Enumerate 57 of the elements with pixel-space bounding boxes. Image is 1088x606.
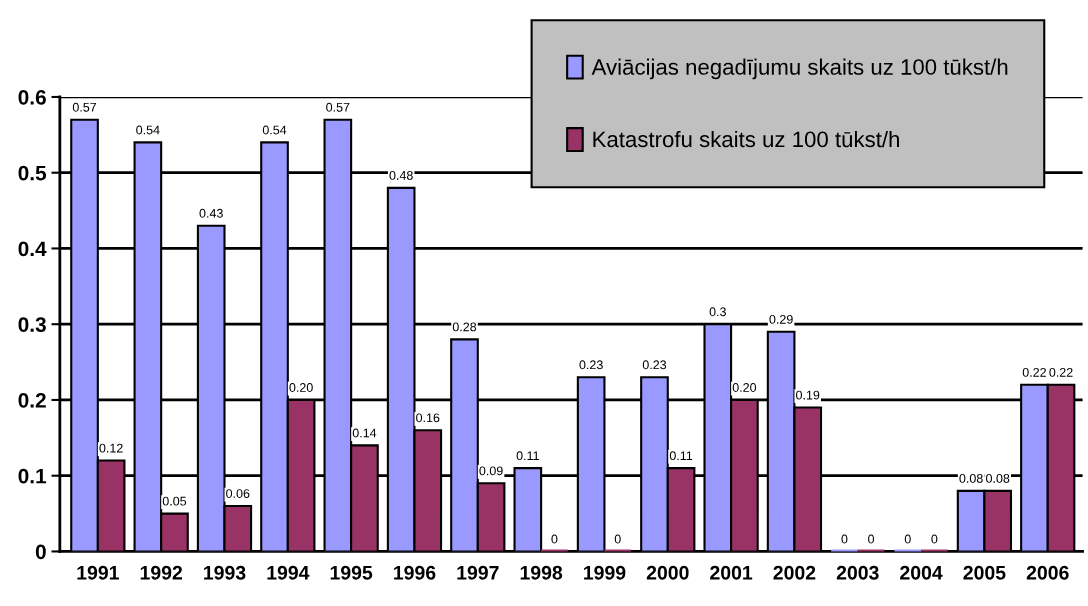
data-label: 0.54 xyxy=(136,125,160,135)
data-label: 0.22 xyxy=(1022,367,1046,377)
x-tick-label: 1994 xyxy=(267,565,310,580)
data-label: 0.19 xyxy=(796,390,820,400)
data-label: 0.11 xyxy=(669,451,693,461)
y-tick-label: 0.5 xyxy=(18,165,47,181)
data-label: 0.05 xyxy=(162,496,187,506)
data-label: 0.43 xyxy=(199,208,223,218)
x-tick-label: 2002 xyxy=(773,565,816,580)
data-label: 0.29 xyxy=(769,314,793,324)
y-tick-label: 0.4 xyxy=(18,241,47,257)
x-tick-label: 2000 xyxy=(646,565,689,580)
data-label: 0.23 xyxy=(579,360,603,370)
data-label: 0.57 xyxy=(72,102,97,112)
x-tick-label: 2001 xyxy=(710,565,753,580)
y-tick-label: 0.2 xyxy=(18,392,46,408)
y-tick-label: 0.6 xyxy=(18,89,46,105)
x-tick-label: 2004 xyxy=(900,565,943,580)
data-label: 0.08 xyxy=(986,473,1010,483)
y-tick-label: 0.3 xyxy=(18,317,46,332)
data-label: 0.08 xyxy=(959,473,983,483)
x-tick-label: 1999 xyxy=(584,565,626,580)
data-label: 0.16 xyxy=(416,413,440,423)
x-tick-label: 1995 xyxy=(330,565,373,580)
legend-label: Aviācijas negadījumu skaits uz 100 tūkst/h xyxy=(591,58,1008,80)
x-tick-label: 1997 xyxy=(457,565,499,580)
data-label: 0.3 xyxy=(709,307,726,317)
data-label: 0.14 xyxy=(352,428,377,438)
data-label: 0.23 xyxy=(642,360,667,370)
data-label: 0 xyxy=(868,534,875,544)
data-label: 0.22 xyxy=(1049,367,1073,377)
data-label: 0 xyxy=(841,534,848,544)
data-label: 0.57 xyxy=(326,102,350,112)
data-label: 0.20 xyxy=(289,383,313,392)
legend-label: Katastrofu skaits uz 100 tūkst/h xyxy=(593,130,899,148)
y-tick-label: 0.1 xyxy=(18,468,47,484)
data-label: 0.54 xyxy=(262,125,287,135)
x-tick-label: 1998 xyxy=(520,565,563,580)
x-tick-label: 1992 xyxy=(140,565,183,580)
data-label: 0.20 xyxy=(732,383,757,392)
data-label: 0 xyxy=(904,534,911,544)
data-label: 0.06 xyxy=(226,489,250,498)
x-tick-label: 2006 xyxy=(1026,565,1069,580)
data-label: 0 xyxy=(614,534,621,544)
x-tick-label: 2003 xyxy=(836,565,879,580)
y-tick-label: 0 xyxy=(35,544,46,560)
data-label: 0 xyxy=(551,534,558,544)
data-label: 0 xyxy=(931,534,938,544)
x-tick-label: 2005 xyxy=(963,565,1006,580)
x-tick-label: 1996 xyxy=(394,565,436,580)
x-tick-label: 1991 xyxy=(77,565,119,580)
data-label: 0.11 xyxy=(516,451,539,461)
data-label: 0.12 xyxy=(99,443,123,453)
data-label: 0.09 xyxy=(479,466,503,476)
data-label: 0.28 xyxy=(452,322,477,332)
x-tick-label: 1993 xyxy=(204,565,246,580)
data-label: 0.48 xyxy=(389,170,413,180)
